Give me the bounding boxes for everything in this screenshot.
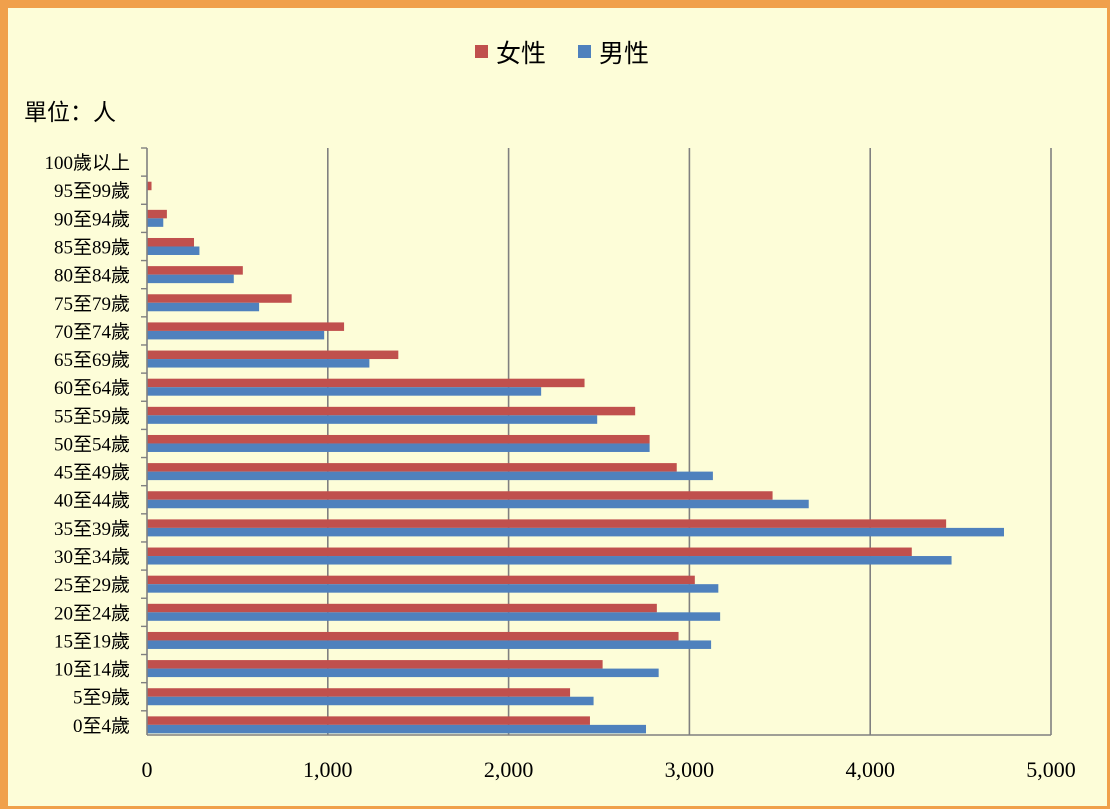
bar-female	[147, 406, 636, 416]
bar-male	[147, 218, 164, 227]
bar-female	[147, 237, 195, 247]
bar-male	[147, 584, 719, 593]
bar-female	[147, 491, 773, 500]
bar-female	[147, 378, 585, 388]
bar-female	[147, 575, 695, 585]
x-tick-label: 3,000	[665, 757, 715, 782]
y-tick-label: 85至89歲	[54, 236, 130, 258]
legend-swatch	[578, 45, 591, 58]
y-tick-label: 100歲以上	[44, 152, 130, 174]
bar-female	[147, 209, 167, 219]
y-tick-label: 80至84歲	[54, 265, 130, 287]
bar-male	[147, 359, 370, 368]
y-tick-label: 25至29歲	[54, 574, 130, 596]
bar-male	[147, 499, 809, 509]
y-tick-label: 15至19歲	[54, 630, 130, 652]
bar-male	[147, 330, 325, 340]
bar-male	[147, 415, 598, 424]
y-tick-labels: 100歲以上 95至99歲 90至94歲 85至89歲 80至84歲 75至79歲 70至7…	[44, 152, 130, 737]
y-tick-label: 10至14歲	[54, 659, 130, 681]
x-tick-labels: 0 1,000 2,000 3,000 4,000 5,000	[142, 757, 1076, 782]
bar-female	[147, 547, 912, 557]
legend: 女性 男性	[475, 40, 649, 68]
bar-male	[147, 668, 659, 678]
y-tick-label: 70至74歲	[54, 321, 130, 343]
bar-female	[147, 434, 650, 444]
x-tick-label: 1,000	[303, 757, 353, 782]
y-tick-label: 0至4歲	[73, 715, 130, 737]
bar-female	[147, 660, 603, 669]
bar-male	[147, 612, 721, 621]
y-tick-label: 40至44歲	[54, 490, 130, 512]
x-tick-label: 0	[142, 757, 153, 782]
bar-female	[147, 181, 152, 191]
bar-male	[147, 387, 542, 396]
bar-male	[147, 274, 234, 284]
x-tick-label: 4,000	[845, 757, 895, 782]
y-tick-label: 55至59歲	[54, 405, 130, 427]
bar-female	[147, 631, 679, 641]
y-tick-label: 75至79歲	[54, 293, 130, 315]
bar-male	[147, 527, 1004, 537]
bar-male	[147, 696, 594, 706]
x-tick-label: 2,000	[484, 757, 534, 782]
y-tick-label: 5至9歲	[73, 687, 130, 709]
x-tick-label: 5,000	[1026, 757, 1076, 782]
bar-male	[147, 471, 713, 481]
unit-label: 單位：人	[24, 100, 116, 125]
legend-swatch	[475, 45, 488, 58]
legend-label: 女性	[496, 40, 546, 68]
bar-female	[147, 519, 947, 528]
bar-female	[147, 716, 590, 725]
legend-label: 男性	[599, 40, 649, 68]
y-tick-label: 45至49歲	[54, 462, 130, 484]
y-tick-label: 90至94歲	[54, 208, 130, 230]
y-tick-label: 95至99歲	[54, 180, 130, 202]
y-tick-label: 20至24歲	[54, 602, 130, 624]
bar-female	[147, 688, 571, 697]
bar-female	[147, 294, 292, 303]
bar-female	[147, 322, 345, 331]
y-tick-label: 60至64歲	[54, 377, 130, 399]
y-tick-label: 50至54歲	[54, 433, 130, 455]
bar-female	[147, 603, 657, 613]
y-tick-label: 30至34歲	[54, 546, 130, 568]
bar-female	[147, 463, 677, 472]
bar-female	[147, 350, 399, 360]
bars	[147, 153, 1004, 734]
y-tick-label: 65至69歲	[54, 349, 130, 371]
axes	[141, 147, 1051, 736]
y-tick-label: 35至39歲	[54, 518, 130, 540]
bar-male	[147, 443, 650, 452]
bar-male	[147, 640, 712, 649]
bar-male	[147, 556, 952, 565]
bar-male	[147, 302, 260, 312]
bar-female	[147, 266, 243, 275]
bar-male	[147, 246, 200, 255]
bar-male	[147, 724, 647, 734]
